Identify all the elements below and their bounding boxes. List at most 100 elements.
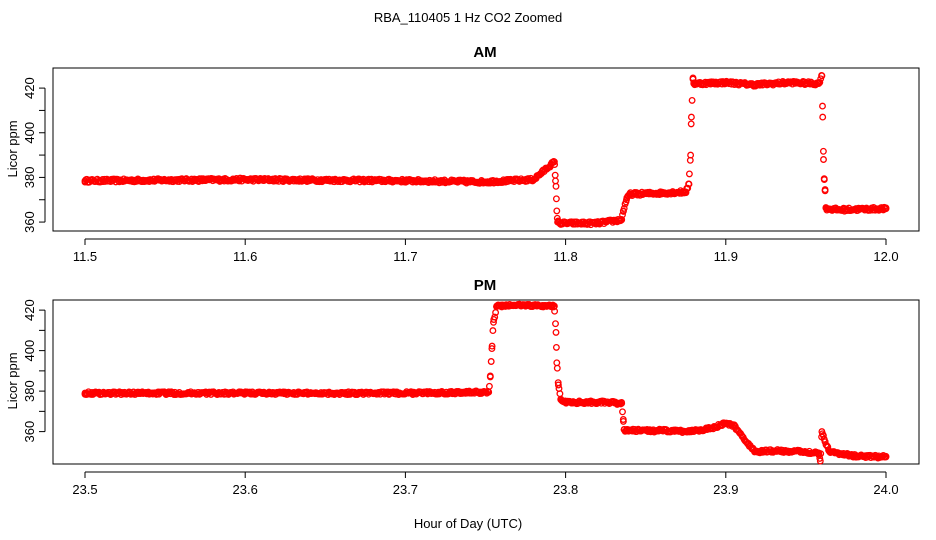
data-point — [81, 389, 89, 397]
data-point — [834, 206, 842, 214]
x-tick-label: 24.0 — [873, 482, 898, 497]
data-point — [819, 113, 827, 121]
data-point — [489, 327, 497, 335]
data-point — [687, 113, 695, 121]
data-point — [488, 342, 496, 350]
panel-pm-plot-box — [52, 299, 920, 465]
data-point — [786, 79, 794, 86]
data-point — [552, 195, 560, 203]
data-point — [820, 156, 827, 163]
data-point — [821, 187, 829, 195]
y-tick-label: 400 — [22, 340, 37, 362]
data-point — [557, 395, 565, 403]
panel-am-points — [81, 72, 890, 229]
x-tick-label: 11.7 — [393, 249, 417, 264]
data-point — [514, 301, 521, 309]
data-point — [816, 457, 824, 465]
x-tick-label: 23.6 — [233, 482, 258, 497]
figure-xlabel: Hour of Day (UTC) — [414, 516, 522, 531]
data-point — [487, 358, 495, 365]
x-tick-label: 23.7 — [393, 482, 418, 497]
data-point — [554, 218, 562, 226]
data-point — [818, 428, 826, 436]
data-point — [241, 389, 249, 397]
data-point — [770, 447, 778, 455]
data-point — [751, 448, 759, 456]
data-point — [626, 190, 634, 198]
data-point — [818, 72, 826, 80]
data-point — [619, 207, 627, 215]
data-point — [551, 171, 559, 179]
data-point — [552, 320, 559, 328]
data-point — [401, 177, 409, 185]
panel-am-title: AM — [473, 44, 496, 61]
data-point — [554, 381, 562, 389]
data-point — [682, 428, 690, 436]
data-point — [493, 302, 501, 310]
data-point — [682, 188, 690, 196]
data-point — [552, 177, 559, 185]
y-tick-label: 400 — [22, 122, 37, 144]
data-point — [684, 184, 692, 192]
data-point — [482, 178, 489, 186]
data-point — [553, 359, 561, 367]
data-point — [706, 425, 714, 433]
data-point — [815, 449, 823, 457]
data-point — [401, 389, 409, 397]
data-point — [594, 219, 602, 227]
panel-pm-title: PM — [474, 277, 497, 294]
panel-pm-ylabel: Licor ppm — [5, 352, 20, 409]
data-point — [819, 102, 826, 110]
data-point — [552, 328, 560, 336]
data-point — [550, 302, 558, 310]
data-point — [81, 177, 89, 185]
panel-pm-points — [81, 300, 890, 465]
data-point — [619, 408, 626, 416]
data-point — [618, 216, 626, 224]
data-point — [823, 205, 831, 213]
data-point — [751, 81, 759, 89]
data-point — [685, 170, 693, 178]
data-point — [819, 432, 827, 439]
data-point — [551, 161, 559, 168]
data-point — [687, 151, 695, 159]
panel-am-x-axis: 11.5 11.6 11.7 11.8 11.9 12.0 — [73, 238, 899, 264]
data-point — [623, 427, 630, 435]
data-point — [562, 398, 570, 406]
data-point — [730, 422, 738, 429]
data-point — [557, 219, 565, 227]
panel-am-y-axis: 360 380 400 420 — [22, 77, 46, 233]
data-point — [485, 382, 493, 390]
data-point — [722, 420, 730, 427]
data-point — [820, 176, 828, 184]
data-point — [552, 182, 560, 190]
data-point — [688, 96, 696, 104]
data-point — [690, 80, 698, 88]
data-point — [816, 78, 824, 86]
data-point — [850, 452, 858, 460]
x-tick-label: 23.5 — [72, 482, 97, 497]
x-tick-label: 23.9 — [713, 482, 738, 497]
x-tick-label: 11.8 — [553, 249, 577, 264]
data-point — [826, 448, 834, 456]
data-point — [815, 80, 823, 88]
data-point — [802, 448, 810, 456]
y-tick-label: 360 — [22, 421, 37, 443]
data-point — [553, 207, 561, 215]
data-point — [687, 120, 695, 128]
y-tick-label: 420 — [22, 299, 37, 321]
data-point — [241, 176, 249, 184]
figure-title: RBA_110405 1 Hz CO2 Zoomed — [374, 10, 562, 25]
data-point — [553, 364, 561, 372]
panel-pm-x-axis: 23.5 23.6 23.7 23.8 23.9 24.0 — [72, 471, 899, 497]
data-point — [882, 205, 890, 213]
x-tick-label: 11.9 — [714, 249, 738, 264]
x-tick-label: 12.0 — [873, 249, 898, 264]
data-point — [485, 388, 493, 396]
panel-pm: PM Licor ppm 23.5 23.6 23.7 23.8 23.9 24.0 36… — [5, 277, 920, 497]
data-point — [685, 180, 693, 188]
data-point — [618, 399, 626, 407]
y-tick-label: 360 — [22, 211, 37, 233]
panel-pm-y-axis: 360 380 400 420 — [22, 299, 46, 443]
